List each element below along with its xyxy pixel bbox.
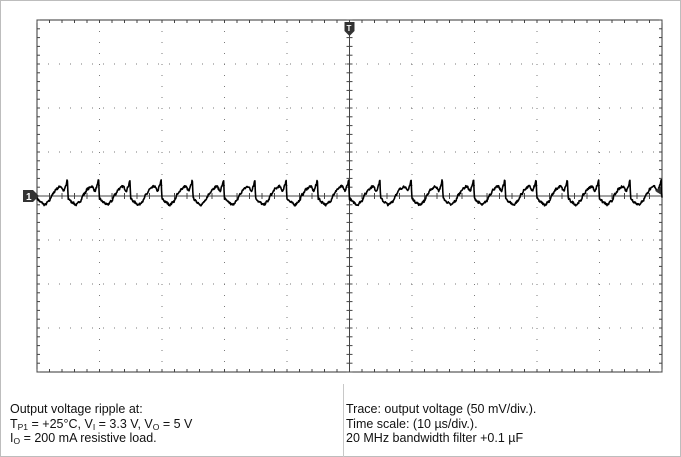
caption-left-line2: TP1 = +25°C, VI = 3.3 V, VO = 5 V: [10, 417, 192, 432]
channel-1-marker: [23, 190, 39, 202]
caption-right-line2: Time scale: (10 µs/div.).: [346, 416, 478, 431]
caption-left-line2-b: = 3.3 V, V: [95, 416, 153, 431]
current-symbol: I: [10, 431, 14, 445]
caption-left-line2-c: = 5 V: [159, 416, 193, 431]
caption-right-line1: Trace: output voltage (50 mV/div.).: [346, 402, 537, 416]
caption-divider: [343, 384, 344, 457]
caption-right: Trace: output voltage (50 mV/div.). Time…: [346, 402, 536, 446]
markers: 1T: [23, 22, 661, 203]
vout-subscript: O: [152, 421, 160, 432]
trigger-level-marker: [655, 186, 661, 195]
temp-symbol: T: [10, 416, 18, 431]
caption-left-line1: Output voltage ripple at:: [10, 402, 143, 416]
caption-left-line3-rest: = 200 mA resistive load.: [20, 431, 157, 445]
vin-subscript: I: [92, 421, 96, 432]
oscilloscope-plot: 1T: [23, 19, 663, 373]
current-subscript: O: [13, 436, 21, 446]
caption-left-line2-a: = +25°C, V: [28, 416, 93, 431]
caption-right-line3: 20 MHz bandwidth filter +0.1 µF: [346, 431, 524, 445]
caption-left: Output voltage ripple at: TP1 = +25°C, V…: [10, 402, 192, 446]
trace-layer: [36, 178, 663, 207]
trigger-position-label: T: [347, 24, 352, 33]
caption-left-line3: IO = 200 mA resistive load.: [10, 431, 192, 446]
trigger-position-marker: [344, 22, 355, 36]
ripple-trace: [36, 178, 663, 207]
channel-1-label: 1: [26, 192, 32, 203]
temp-subscript: P1: [17, 421, 29, 432]
